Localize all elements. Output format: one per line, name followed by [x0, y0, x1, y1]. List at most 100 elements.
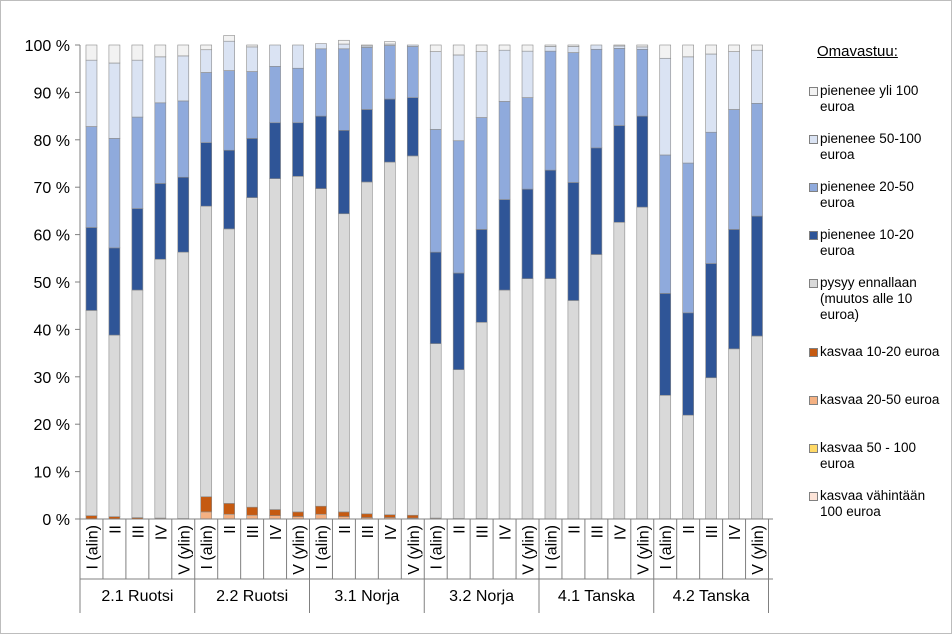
category-label: I (alin) [199, 525, 216, 569]
bar-segment [269, 44, 281, 67]
category-label: V (ylin) [176, 525, 193, 575]
bar-segment [498, 199, 511, 291]
bar-segment [590, 48, 603, 149]
bar-segment [131, 208, 144, 291]
bar-segment [108, 138, 121, 249]
bar-segment [751, 49, 763, 104]
bar-segment [338, 511, 350, 517]
bar-segment [728, 51, 740, 110]
bars-layer [85, 35, 763, 520]
bar-segment [475, 44, 488, 52]
bar-segment [85, 44, 98, 61]
bar-segment [338, 213, 350, 513]
bar-segment [108, 334, 121, 517]
bar-segment [406, 514, 419, 519]
bar-segment [682, 414, 694, 520]
category-label: IV [727, 525, 744, 540]
legend-label: pienenee yli 100 euroa [820, 83, 919, 114]
bar-segment [705, 377, 717, 520]
bar-segment [269, 122, 281, 179]
bar-segment [223, 40, 235, 71]
category-label: III [130, 525, 147, 538]
y-tick-label: 70 % [34, 180, 70, 197]
legend-swatch [809, 87, 818, 96]
bar-segment [154, 56, 167, 104]
bar-segment [429, 51, 442, 130]
legend-label: pienenee 50-100 euroa [820, 131, 922, 162]
bar-segment [659, 154, 672, 294]
legend-label: kasvaa 50 - 100 euroa [820, 440, 917, 471]
category-label: IV [153, 525, 170, 540]
bar-segment [613, 44, 626, 47]
bar-segment [223, 513, 235, 520]
category-label: IV [612, 525, 629, 540]
category-label: IV [498, 525, 515, 540]
bar-segment [223, 70, 235, 151]
legend-swatch [809, 348, 818, 357]
bar-segment [452, 54, 465, 142]
bar-segment [498, 101, 511, 200]
bar-segment [705, 44, 717, 55]
bar-segment [452, 44, 465, 56]
bar-segment [429, 343, 442, 519]
bar-segment [682, 312, 694, 416]
bar-segment [728, 348, 740, 520]
bar-segment [544, 44, 557, 47]
category-label: II [222, 525, 239, 534]
bar-segment [406, 97, 419, 157]
bar-segment [406, 46, 419, 98]
bar-segment [521, 50, 534, 98]
y-tick-label: 30 % [34, 370, 70, 387]
bar-segment [590, 44, 603, 50]
bar-segment [498, 49, 511, 102]
bar-segment [292, 511, 304, 517]
bar-segment [108, 247, 121, 336]
bar-segment [636, 44, 649, 48]
bar-segment [200, 44, 213, 51]
bar-segment [361, 47, 373, 110]
bar-segment [544, 278, 557, 520]
legend-swatch [809, 396, 818, 405]
y-tick-label: 60 % [34, 228, 70, 245]
bar-segment [544, 46, 557, 52]
category-label: IV [383, 525, 400, 540]
bar-segment [705, 53, 717, 133]
bar-segment [751, 44, 763, 51]
category-label: I (alin) [429, 525, 446, 569]
bar-segment [154, 44, 167, 58]
bar-segment [728, 229, 740, 350]
legend-swatch [809, 231, 818, 240]
category-label: III [704, 525, 721, 538]
bar-segment [315, 188, 327, 507]
bar-segment [246, 138, 258, 198]
bar-segment [292, 44, 304, 69]
bar-segment [200, 205, 213, 498]
bar-segment [498, 44, 511, 51]
bar-segment [131, 44, 144, 61]
bar-segment [223, 228, 235, 504]
category-label: I (alin) [85, 525, 102, 569]
bar-segment [315, 48, 327, 117]
bar-segment [384, 41, 396, 45]
category-label: I (alin) [544, 525, 561, 569]
bar-segment [452, 140, 465, 274]
bar-segment [544, 50, 557, 171]
bar-segment [705, 263, 717, 379]
bar-segment [613, 45, 626, 49]
y-tick-label: 80 % [34, 133, 70, 150]
category-label: III [360, 525, 377, 538]
legend-label: kasvaa 20-50 euroa [820, 392, 940, 407]
category-label: III [589, 525, 606, 538]
category-label: III [475, 525, 492, 538]
bar-segment [682, 162, 694, 314]
category-label: II [337, 525, 354, 534]
category-label: II [452, 525, 469, 534]
bar-segment [269, 66, 281, 124]
bar-segment [384, 514, 396, 518]
bar-segment [154, 183, 167, 260]
bar-segment [751, 103, 763, 217]
category-label: V (ylin) [291, 525, 308, 575]
bar-segment [682, 44, 694, 58]
